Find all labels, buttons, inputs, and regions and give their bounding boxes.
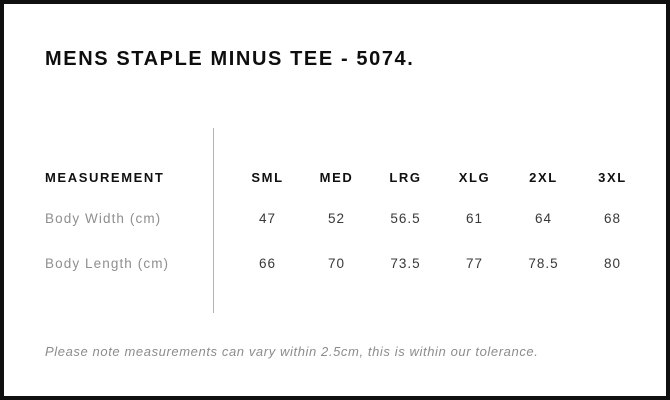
body-width-xlg: 61 — [465, 210, 484, 226]
table-row-body-length: Body Length (cm) 66 70 73.5 77 78.5 80 — [45, 253, 647, 273]
size-chart-table: MEASUREMENT SML MED LRG XLG 2XL 3XL Body… — [0, 128, 670, 313]
column-header-3xl: 3XL — [598, 169, 627, 185]
table-row-body-width: Body Width (cm) 47 52 56.5 61 64 68 — [45, 208, 647, 228]
column-header-measurement: MEASUREMENT — [45, 169, 165, 185]
column-header-xlg: XLG — [458, 169, 491, 185]
body-width-2xl: 64 — [534, 210, 553, 226]
body-length-3xl: 80 — [603, 255, 622, 271]
page-title: MENS STAPLE MINUS TEE - 5074. — [45, 48, 415, 70]
body-width-sml: 47 — [258, 210, 277, 226]
body-width-lrg: 56.5 — [390, 210, 421, 226]
body-length-lrg: 73.5 — [390, 255, 421, 271]
column-header-sml: SML — [251, 169, 284, 185]
column-header-lrg: LRG — [389, 169, 422, 185]
body-length-2xl: 78.5 — [528, 255, 559, 271]
body-length-xlg: 77 — [465, 255, 484, 271]
table-header-row: MEASUREMENT SML MED LRG XLG 2XL 3XL — [45, 167, 647, 187]
body-width-3xl: 68 — [603, 210, 622, 226]
tolerance-note: Please note measurements can vary within… — [45, 344, 539, 359]
vertical-divider — [213, 128, 214, 313]
column-header-2xl: 2XL — [529, 169, 558, 185]
body-length-sml: 66 — [258, 255, 277, 271]
row-label-body-length: Body Length (cm) — [45, 255, 170, 271]
body-length-med: 70 — [327, 255, 346, 271]
body-width-med: 52 — [327, 210, 346, 226]
row-label-body-width: Body Width (cm) — [45, 210, 162, 226]
column-header-med: MED — [319, 169, 354, 185]
